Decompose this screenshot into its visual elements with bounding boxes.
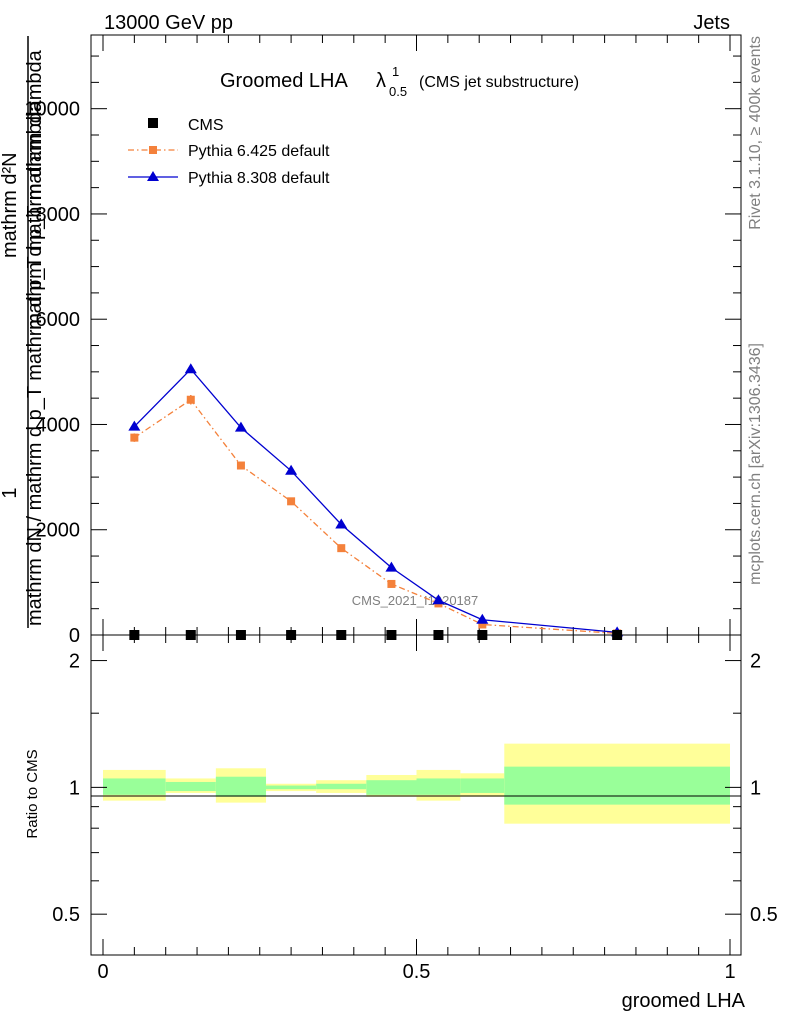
main-y-tick-label: 0 (69, 625, 80, 647)
rivet-label: Rivet 3.1.10, ≥ 400k events (747, 36, 764, 230)
main-y-tick-label: 2000 (36, 520, 81, 542)
plot-title-main: Groomed LHA (220, 70, 348, 92)
main-y-tick-label: 8000 (36, 204, 81, 226)
plot-title-lambda: λ (376, 70, 386, 92)
pythia8-point (476, 613, 489, 624)
ylabel-denominator: mathrm dN / mathrm d p_T mathrm d p_T ma… (24, 100, 46, 626)
ratio-y-tick-label: 0.5 (52, 904, 80, 926)
legend-py6-label: Pythia 6.425 default (188, 143, 330, 160)
ratio-stat-band (266, 785, 317, 790)
cms-point (235, 630, 246, 640)
ratio-stat-band (504, 766, 730, 805)
ylabel-one: 1 (0, 487, 21, 498)
data-series (128, 363, 624, 640)
header-left: 13000 GeV pp (104, 12, 233, 34)
ylabel-numerator-b: mathrm d p_T mathrm dlambda (24, 49, 46, 330)
pythia8-point (335, 518, 348, 529)
cms-point (433, 630, 444, 640)
plot-title-sup: 1 (392, 64, 399, 79)
ratio-stat-band (416, 778, 461, 795)
analysis-watermark: CMS_2021_I1920187 (352, 593, 479, 608)
header-right: Jets (693, 12, 730, 34)
ratio-axis-ticks: 0.5 0.5 1 1 2 2 (52, 651, 778, 927)
pythia6-line (133, 398, 618, 635)
ratio-stat-band (215, 776, 267, 797)
ratio-stat-band (460, 778, 505, 793)
pythia6-point (130, 433, 139, 442)
plot-title: Groomed LHA λ 1 0.5 (CMS jet substructur… (220, 64, 579, 99)
legend-cms-label: CMS (188, 117, 224, 134)
ratio-stat-band (103, 778, 166, 795)
pythia6-point (337, 544, 346, 553)
pythia6-point (236, 461, 245, 470)
main-y-tick-label: 10000 (24, 99, 80, 121)
pythia8-point (285, 464, 298, 475)
x-tick-label: 0.5 (403, 961, 431, 983)
legend-py8-marker (147, 171, 159, 181)
plot-title-suffix: (CMS jet substructure) (419, 74, 579, 91)
x-tick-label: 1 (724, 961, 735, 983)
ylabel-numerator-a: mathrm d²N (0, 152, 21, 258)
ratio-y-tick-label-right: 0.5 (750, 904, 778, 926)
legend: CMS Pythia 6.425 default Pythia 8.308 de… (128, 117, 330, 187)
pythia6-point (478, 620, 487, 629)
mcplots-label: mcplots.cern.ch [arXiv:1306.3436] (747, 343, 764, 585)
cms-point (286, 630, 297, 640)
ratio-stat-band (316, 783, 367, 790)
ratio-y-axis-label: Ratio to CMS (24, 749, 41, 838)
pythia8-point (184, 363, 197, 374)
legend-cms-marker (148, 118, 158, 128)
pythia8-point (128, 420, 141, 431)
x-tick-label: 0 (97, 961, 108, 983)
main-y-tick-label: 4000 (36, 414, 81, 436)
plot-title-sub: 0.5 (389, 84, 407, 99)
ratio-y-tick-label-right: 2 (750, 651, 761, 673)
pythia6-point (186, 395, 195, 404)
x-axis-label: groomed LHA (622, 990, 746, 1012)
pythia8-point (385, 561, 398, 572)
main-axis-ticks: 0 2000 4000 6000 8000 10000 0 0.5 1 (24, 35, 741, 983)
ratio-y-tick-label: 2 (69, 651, 80, 673)
cms-point (477, 630, 488, 640)
cms-point (612, 630, 623, 640)
ratio-stat-band (366, 780, 417, 795)
cms-point (386, 630, 397, 640)
ratio-stat-band (165, 781, 216, 792)
pythia6-point (287, 497, 296, 506)
cms-point (185, 630, 196, 640)
main-y-axis-label: 1 mathrm dN / mathrm d p_T mathrm d p_T … (0, 36, 46, 628)
ratio-y-tick-label: 1 (69, 777, 80, 799)
pythia6-point (387, 579, 396, 588)
cms-point (129, 630, 140, 640)
cms-point (336, 630, 347, 640)
legend-py8-label: Pythia 8.308 default (188, 170, 330, 187)
pythia8-point (234, 421, 247, 432)
ratio-uncertainty-bands (103, 743, 730, 824)
pythia8-point (432, 594, 445, 605)
ratio-y-tick-label-right: 1 (750, 777, 761, 799)
main-y-tick-label: 6000 (36, 309, 81, 331)
legend-py6-marker (149, 146, 157, 154)
